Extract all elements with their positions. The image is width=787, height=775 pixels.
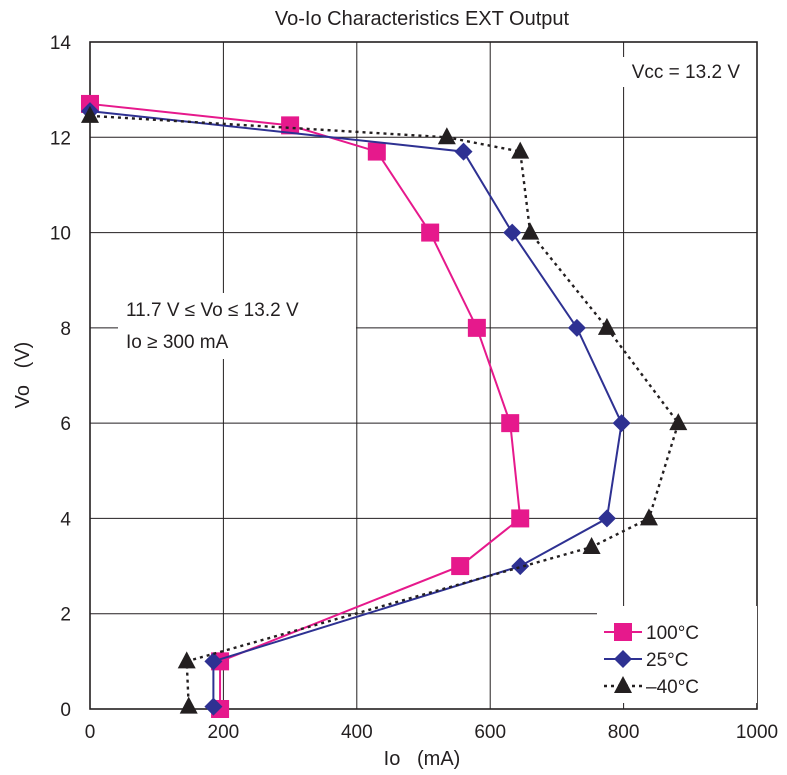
vcc-annotation-background (598, 57, 750, 87)
diamond-marker (597, 509, 616, 528)
y-tick-label: 8 (60, 319, 71, 340)
diamond-marker (503, 223, 522, 242)
square-marker (614, 623, 632, 641)
triangle-marker (179, 696, 198, 714)
square-marker (467, 318, 486, 337)
triangle-marker (437, 127, 456, 145)
diamond-marker (612, 414, 631, 433)
legend-label: 25°C (646, 650, 688, 671)
series-square (81, 94, 530, 718)
triangle-marker (597, 317, 616, 335)
diamond-marker (614, 650, 632, 668)
range-annotation-background (118, 293, 356, 359)
triangle-marker (81, 105, 99, 123)
x-tick-label: 200 (208, 722, 240, 743)
triangle-marker (521, 222, 540, 240)
diamond-marker (567, 318, 586, 337)
y-axis-label: Vo (V) (12, 342, 34, 409)
series-layer (81, 94, 688, 718)
x-tick-label: 400 (341, 722, 373, 743)
x-tick-label: 0 (85, 722, 96, 743)
triangle-marker (614, 676, 632, 693)
series-triangle (81, 105, 688, 714)
legend-label: 100°C (646, 623, 699, 644)
legend-item: 25°C (604, 650, 688, 671)
series-line (89, 114, 680, 707)
square-marker (367, 142, 386, 161)
square-marker (451, 557, 470, 576)
x-tick-label: 800 (608, 722, 640, 743)
legend-label: –40°C (646, 677, 699, 698)
x-axis-label: Io (mA) (384, 748, 461, 770)
legend-item: –40°C (604, 676, 699, 698)
plot-frame (89, 41, 758, 710)
series-line (89, 102, 522, 709)
range-annotation-line2: Io ≥ 300 mA (126, 332, 229, 353)
square-marker (281, 116, 300, 135)
y-tick-label: 14 (50, 33, 72, 54)
series-line (89, 110, 623, 707)
series-diamond (81, 102, 631, 716)
y-tick-label: 10 (50, 224, 71, 245)
y-tick-label: 0 (60, 700, 71, 721)
square-marker (501, 414, 520, 433)
y-tick-label: 2 (60, 605, 71, 626)
diamond-marker (204, 697, 223, 716)
diamond-marker (511, 557, 530, 576)
range-annotation-line1: 11.7 V ≤ Vo ≤ 13.2 V (126, 300, 299, 321)
vcc-annotation: Vcc = 13.2 V (632, 62, 741, 83)
y-tick-label: 4 (60, 509, 71, 530)
triangle-marker (669, 413, 688, 431)
triangle-marker (639, 508, 658, 526)
x-axis-ticks: 0 200 400 600 800 1000 (85, 722, 778, 743)
x-tick-label: 600 (474, 722, 506, 743)
square-marker (511, 509, 530, 528)
legend: 100°C 25°C –40°C (597, 606, 757, 703)
diamond-marker (454, 142, 473, 161)
square-marker (421, 223, 440, 242)
diamond-marker (204, 652, 223, 671)
legend-item: 100°C (604, 623, 699, 644)
x-tick-label: 1000 (736, 722, 778, 743)
y-tick-label: 6 (60, 414, 71, 435)
annotations: Vcc = 13.2 V 11.7 V ≤ Vo ≤ 13.2 V Io ≥ 3… (118, 57, 750, 359)
triangle-marker (177, 651, 196, 669)
triangle-marker (582, 537, 601, 555)
y-tick-label: 12 (50, 128, 71, 149)
triangle-marker (511, 141, 530, 159)
chart-title: Vo-Io Characteristics EXT Output (275, 8, 570, 30)
y-axis-ticks: 0 2 4 6 8 10 12 14 (50, 33, 72, 721)
